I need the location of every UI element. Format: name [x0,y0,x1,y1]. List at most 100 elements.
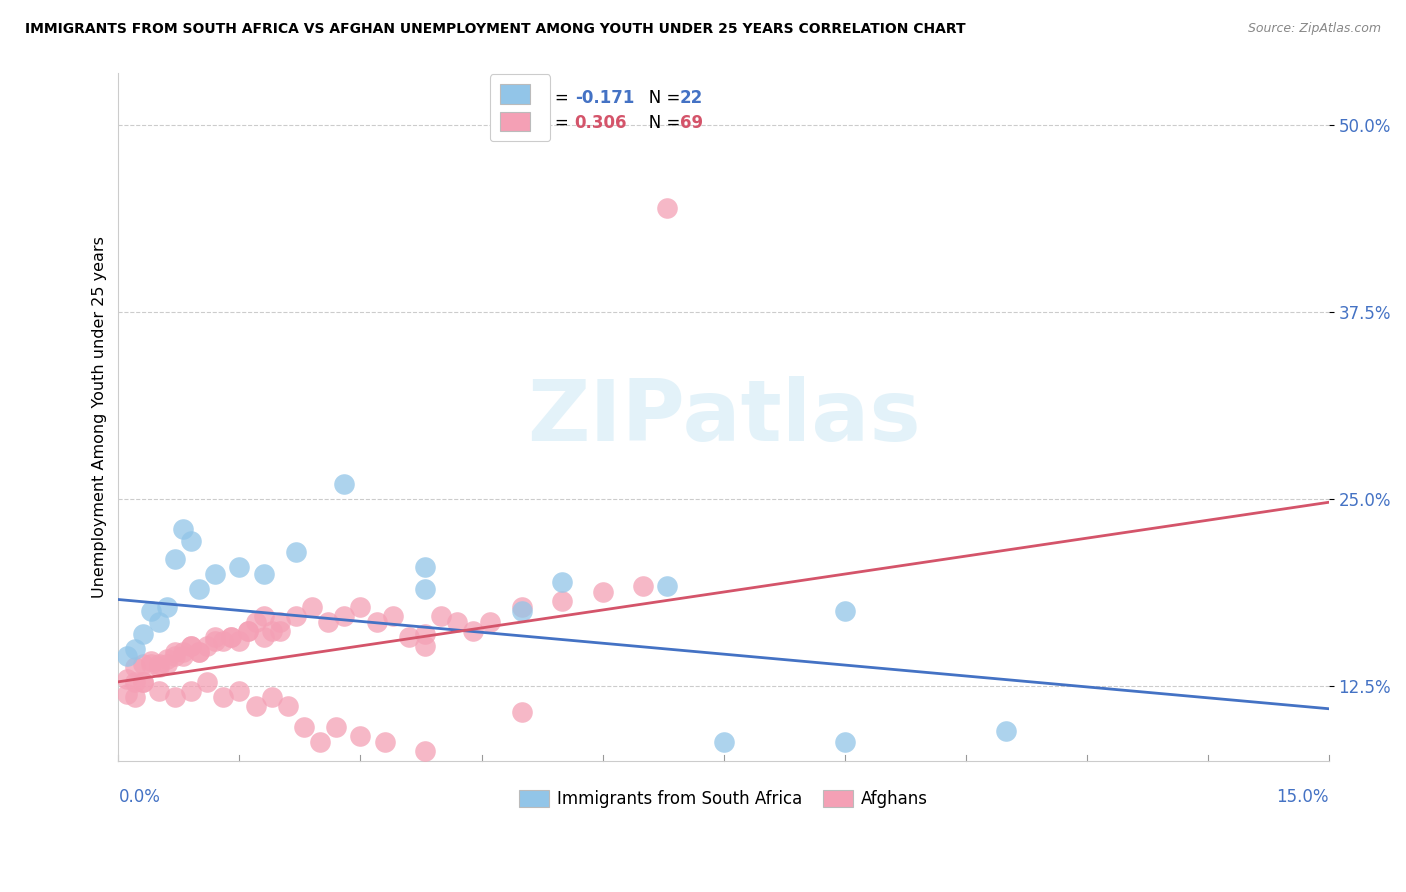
Point [655,579,678,593]
Point [156,657,179,671]
Point [309,734,332,748]
Point [292,720,315,734]
Text: 15.0%: 15.0% [1277,788,1329,806]
Text: 69: 69 [681,113,703,131]
Point [204,567,226,582]
Point [713,734,735,748]
Point [228,559,250,574]
Point [115,649,138,664]
Text: N =: N = [633,88,685,107]
Text: 0.306: 0.306 [575,113,627,131]
Text: Source: ZipAtlas.com: Source: ZipAtlas.com [1247,22,1381,36]
Point [180,683,202,698]
Point [374,734,396,748]
Point [430,609,453,624]
Point [124,660,146,674]
Point [156,652,179,666]
Text: 0.0%: 0.0% [118,788,160,806]
Point [163,552,186,566]
Point [592,585,614,599]
Point [834,605,856,619]
Text: R =: R = [538,113,575,131]
Point [260,690,283,704]
Point [631,579,654,593]
Point [413,743,436,757]
Point [204,630,226,644]
Point [446,615,468,629]
Point [236,624,259,638]
Point [269,624,291,638]
Point [188,582,211,596]
Point [180,534,202,549]
Point [349,599,371,614]
Point [131,674,153,689]
Point [131,657,153,671]
Point [212,634,235,648]
Point [253,609,276,624]
Point [115,687,138,701]
Text: R =: R = [538,88,575,107]
Point [115,672,138,686]
Point [131,627,153,641]
Point [245,698,267,713]
Point [139,654,162,668]
Point [236,624,259,638]
Point [212,690,235,704]
Text: -0.171: -0.171 [575,88,634,107]
Point [325,720,347,734]
Point [172,649,194,664]
Point [253,567,276,582]
Legend: Immigrants from South Africa, Afghans: Immigrants from South Africa, Afghans [512,783,935,814]
Point [655,201,678,215]
Point [156,599,179,614]
Text: 22: 22 [681,88,703,107]
Point [204,634,226,648]
Point [163,649,186,664]
Point [510,705,533,719]
Point [148,615,170,629]
Point [413,639,436,653]
Point [195,674,218,689]
Point [478,615,501,629]
Point [139,657,162,671]
Point [413,559,436,574]
Point [551,574,574,589]
Point [148,660,170,674]
Text: IMMIGRANTS FROM SOUTH AFRICA VS AFGHAN UNEMPLOYMENT AMONG YOUTH UNDER 25 YEARS C: IMMIGRANTS FROM SOUTH AFRICA VS AFGHAN U… [25,22,966,37]
Point [124,674,146,689]
Point [260,624,283,638]
Point [131,674,153,689]
Point [284,609,307,624]
Point [277,698,299,713]
Point [284,544,307,558]
Point [163,690,186,704]
Point [124,690,146,704]
Point [228,683,250,698]
Point [413,627,436,641]
Point [163,645,186,659]
Point [333,477,356,491]
Point [551,594,574,608]
Point [301,599,323,614]
Point [269,615,291,629]
Point [333,609,356,624]
Point [245,615,267,629]
Point [316,615,339,629]
Point [124,641,146,656]
Point [463,624,485,638]
Text: N =: N = [633,113,685,131]
Point [253,630,276,644]
Point [195,639,218,653]
Point [148,657,170,671]
Point [180,639,202,653]
Point [398,630,420,644]
Point [221,630,243,644]
Point [188,645,211,659]
Text: ZIPatlas: ZIPatlas [527,376,921,458]
Point [510,605,533,619]
Point [172,645,194,659]
Point [349,729,371,743]
Point [172,522,194,536]
Y-axis label: Unemployment Among Youth under 25 years: Unemployment Among Youth under 25 years [93,236,107,598]
Point [148,683,170,698]
